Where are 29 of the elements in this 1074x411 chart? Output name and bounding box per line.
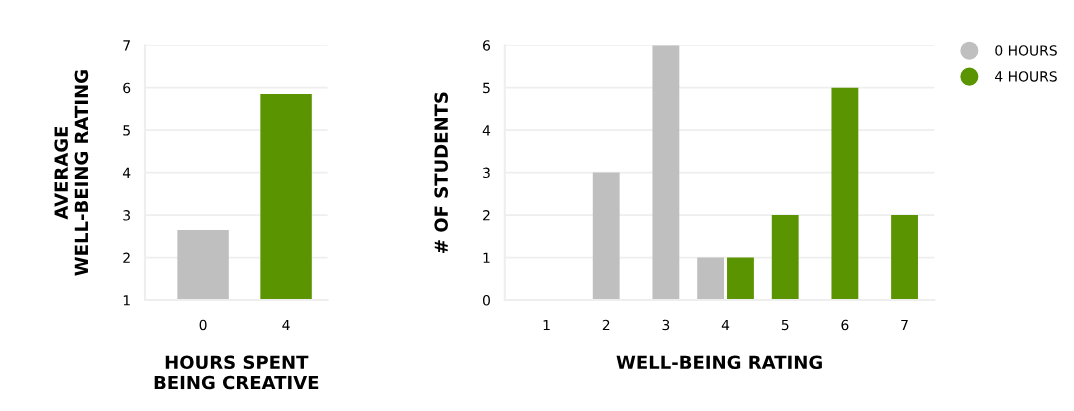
x-tick-label: 6 <box>841 319 849 331</box>
legend-label: 0 HOURS <box>995 45 1057 56</box>
x-tick-label: 5 <box>781 319 789 331</box>
x-tick-label: 7 <box>901 319 908 331</box>
y-tick-label: 7 <box>123 40 130 51</box>
x-tick-label: 0 <box>199 319 207 331</box>
x-tick-label: 1 <box>543 319 550 331</box>
y-axis-title: AVERAGE WELL-BEING RATING <box>54 70 89 276</box>
x-axis-title: WELL-BEING RATING <box>616 355 822 370</box>
x-tick-label: 4 <box>721 319 730 331</box>
y-tick-label: 3 <box>123 210 130 221</box>
y-tick-label: 6 <box>483 40 491 51</box>
y-tick-label: 5 <box>123 125 130 136</box>
y-tick-label: 0 <box>482 295 490 306</box>
x-axis-title: HOURS SPENT BEING CREATIVE <box>154 355 319 390</box>
y-tick-label: 6 <box>123 82 131 94</box>
y-tick-label: 2 <box>483 210 490 221</box>
x-tick-label: 3 <box>662 319 670 331</box>
y-tick-label: 4 <box>122 167 131 178</box>
y-tick-label: 2 <box>123 252 130 263</box>
x-tick-label: 4 <box>282 319 290 331</box>
y-tick-label: 1 <box>483 252 490 263</box>
legend-label: 4 HOURS <box>995 71 1057 82</box>
y-tick-label: 1 <box>123 295 130 306</box>
y-tick-label: 4 <box>482 125 491 136</box>
x-tick-label: 2 <box>602 319 610 331</box>
y-tick-label: 3 <box>483 167 490 179</box>
y-tick-label: 5 <box>483 82 490 94</box>
y-axis-title: # OF STUDENTS <box>434 92 448 253</box>
